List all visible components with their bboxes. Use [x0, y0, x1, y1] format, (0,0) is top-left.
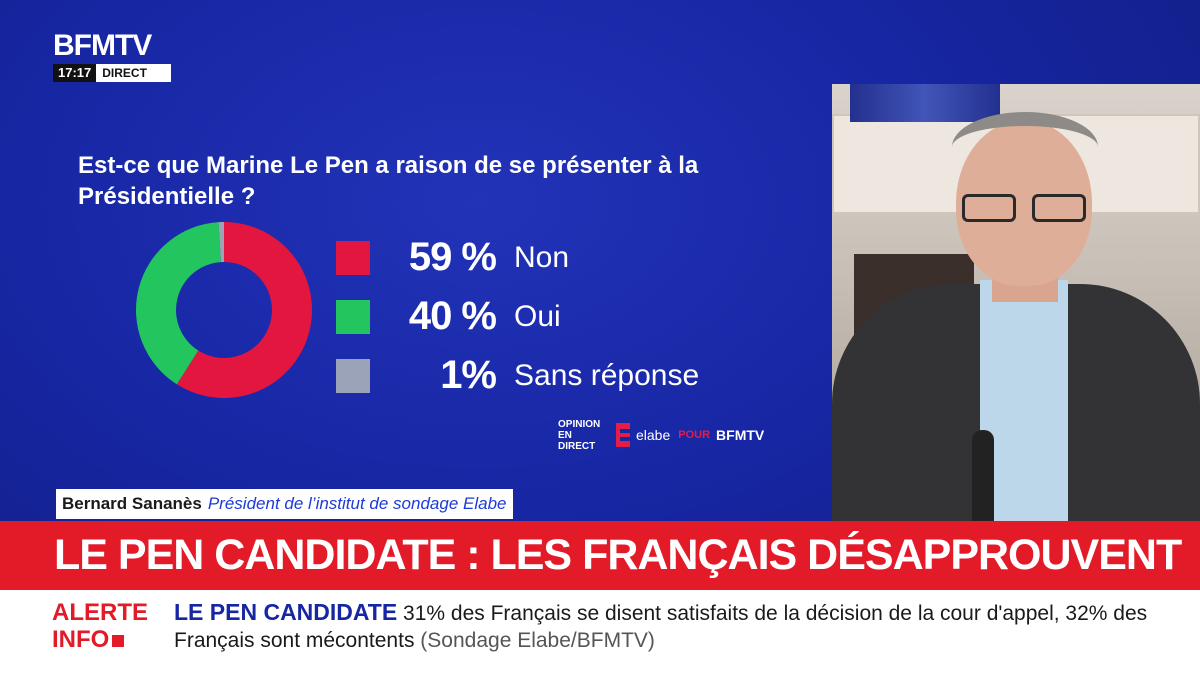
alerte-label: ALERTE: [52, 599, 148, 626]
speaker-shirt: [980, 280, 1068, 521]
legend-value-sans-reponse: 1%: [440, 353, 497, 397]
donut-slice-non: [176, 222, 312, 398]
legend-label-oui: Oui: [514, 299, 561, 333]
logo-text: BFMTV: [53, 29, 152, 62]
clock: 17:17: [53, 64, 97, 82]
pour-label: POUR: [678, 429, 711, 441]
legend-swatch-oui: [336, 299, 370, 334]
elabe-label: elabe: [636, 427, 671, 443]
ticker-text: 31% des Français se disent satisfaits de…: [174, 602, 1148, 652]
flag-icon: [850, 84, 1000, 122]
ticker-body: LE PEN CANDIDATE 31% des Français se dis…: [174, 599, 1174, 654]
alert-dot-icon: [112, 635, 125, 647]
bfmtv-logo: BFMTV 17:17 DIRECT: [53, 30, 173, 82]
legend-label-sans-reponse: Sans réponse: [514, 358, 700, 392]
legend-value-non: 59 %: [408, 235, 497, 279]
live-bar: 17:17 DIRECT: [53, 64, 171, 82]
ticker-source: (Sondage Elabe/BFMTV): [420, 629, 655, 652]
donut-chart: [135, 222, 312, 398]
alerte-info-badge: ALERTE INFO: [52, 599, 162, 653]
bfmtv-small-logo: BFMTV: [716, 427, 765, 443]
speaker-role: Président de l’institut de sondage Elabe: [207, 494, 507, 513]
speaker-video: [832, 84, 1200, 521]
live-label: DIRECT: [102, 66, 147, 80]
legend-swatch-non: [336, 240, 370, 275]
glasses-icon: [962, 194, 1088, 224]
elabe-icon: [616, 423, 630, 447]
legend-swatch-sans-reponse: [336, 358, 370, 393]
donut-slice-sans-r-ponse: [218, 222, 224, 263]
legend-label-non: Non: [514, 240, 570, 274]
poll-sources: OPINION EN DIRECT elabe POUR BFMTV: [558, 418, 765, 452]
legend-value-oui: 40 %: [408, 294, 497, 338]
chart-legend: 59 % Non 40 % Oui 1% Sans réponse: [336, 228, 756, 405]
news-ticker: ALERTE INFO LE PEN CANDIDATE 31% des Fra…: [0, 590, 1200, 675]
legend-item-oui: 40 % Oui: [336, 287, 756, 346]
opinion-en-direct-logo: OPINION EN DIRECT: [558, 418, 601, 452]
ticker-title: LE PEN CANDIDATE: [174, 599, 398, 625]
headline-banner: LE PEN CANDIDATE : LES FRANÇAIS DÉSAPPRO…: [0, 521, 1200, 590]
speaker-name-bar: Bernard Sananès Président de l’institut …: [56, 489, 513, 519]
legend-item-non: 59 % Non: [336, 228, 756, 287]
donut-slice-oui: [135, 222, 221, 385]
speaker-name: Bernard Sananès: [62, 494, 202, 513]
headline-text: LE PEN CANDIDATE : LES FRANÇAIS DÉSAPPRO…: [54, 531, 1182, 579]
legend-item-sans-reponse: 1% Sans réponse: [336, 346, 756, 405]
poll-question: Est-ce que Marine Le Pen a raison de se …: [78, 152, 699, 210]
info-label: INFO: [52, 626, 110, 653]
speaker-hair: [952, 112, 1098, 182]
microphone-icon: [972, 430, 994, 521]
